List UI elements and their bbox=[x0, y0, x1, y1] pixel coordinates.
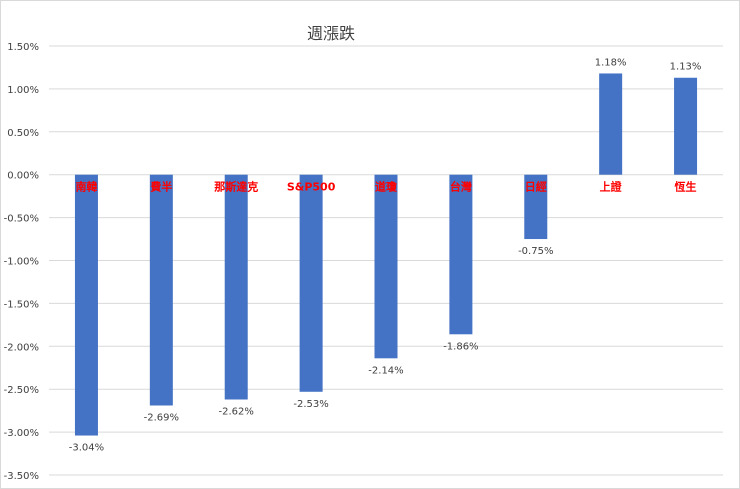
bar-4 bbox=[374, 174, 398, 359]
data-label: -2.62% bbox=[219, 406, 254, 417]
y-tick-label: -3.50% bbox=[4, 471, 39, 482]
y-axis-ticks: 1.50% 1.00% 0.50% 0.00% -0.50% -1.00% -1.50% -2… bbox=[4, 42, 39, 482]
bar-1 bbox=[149, 174, 173, 406]
y-tick-label: -3.00% bbox=[4, 428, 39, 439]
y-tick-label: -2.00% bbox=[4, 342, 39, 353]
bar-8 bbox=[674, 77, 698, 175]
data-label: 1.13% bbox=[670, 62, 702, 73]
data-labels: -3.04% -2.69% -2.62% -2.53% -2.14% -1.86% -0.7… bbox=[69, 57, 702, 453]
category-label: 費半 bbox=[149, 180, 172, 194]
category-label: 台灣 bbox=[450, 180, 472, 194]
chart-title: 週漲跌 bbox=[307, 24, 355, 43]
y-tick-label: -2.50% bbox=[4, 385, 39, 396]
category-label: 日經 bbox=[525, 180, 547, 194]
data-label: -2.14% bbox=[368, 365, 403, 376]
data-label: 1.18% bbox=[595, 57, 627, 68]
category-label: S&P500 bbox=[287, 181, 336, 194]
y-tick-label: 1.50% bbox=[7, 42, 39, 53]
category-label: 恆生 bbox=[675, 180, 697, 194]
y-tick-label: 1.00% bbox=[7, 85, 39, 96]
data-label: -0.75% bbox=[518, 246, 553, 257]
category-label: 那斯達克 bbox=[214, 180, 258, 194]
data-label: -3.04% bbox=[69, 443, 104, 454]
data-label: -2.53% bbox=[293, 399, 328, 410]
bars bbox=[74, 73, 698, 436]
bar-5 bbox=[449, 174, 473, 335]
bar-2 bbox=[224, 174, 248, 400]
data-label: -2.69% bbox=[144, 413, 179, 424]
category-label: 上證 bbox=[600, 180, 623, 194]
category-label: 道瓊 bbox=[375, 180, 398, 194]
bar-7 bbox=[599, 73, 623, 175]
y-tick-label: -1.50% bbox=[4, 299, 39, 310]
bar-0 bbox=[74, 174, 98, 436]
y-tick-label: -1.00% bbox=[4, 257, 39, 268]
y-tick-label: 0.00% bbox=[7, 171, 39, 182]
bar-3 bbox=[299, 174, 323, 392]
data-label: -1.86% bbox=[443, 341, 478, 352]
y-tick-label: -0.50% bbox=[4, 214, 39, 225]
y-tick-label: 0.50% bbox=[7, 128, 39, 139]
bar-6 bbox=[524, 174, 548, 240]
category-labels: 南韓 費半 那斯達克 S&P500 道瓊 台灣 日經 上證 恆生 bbox=[75, 180, 696, 194]
category-label: 南韓 bbox=[75, 180, 97, 194]
